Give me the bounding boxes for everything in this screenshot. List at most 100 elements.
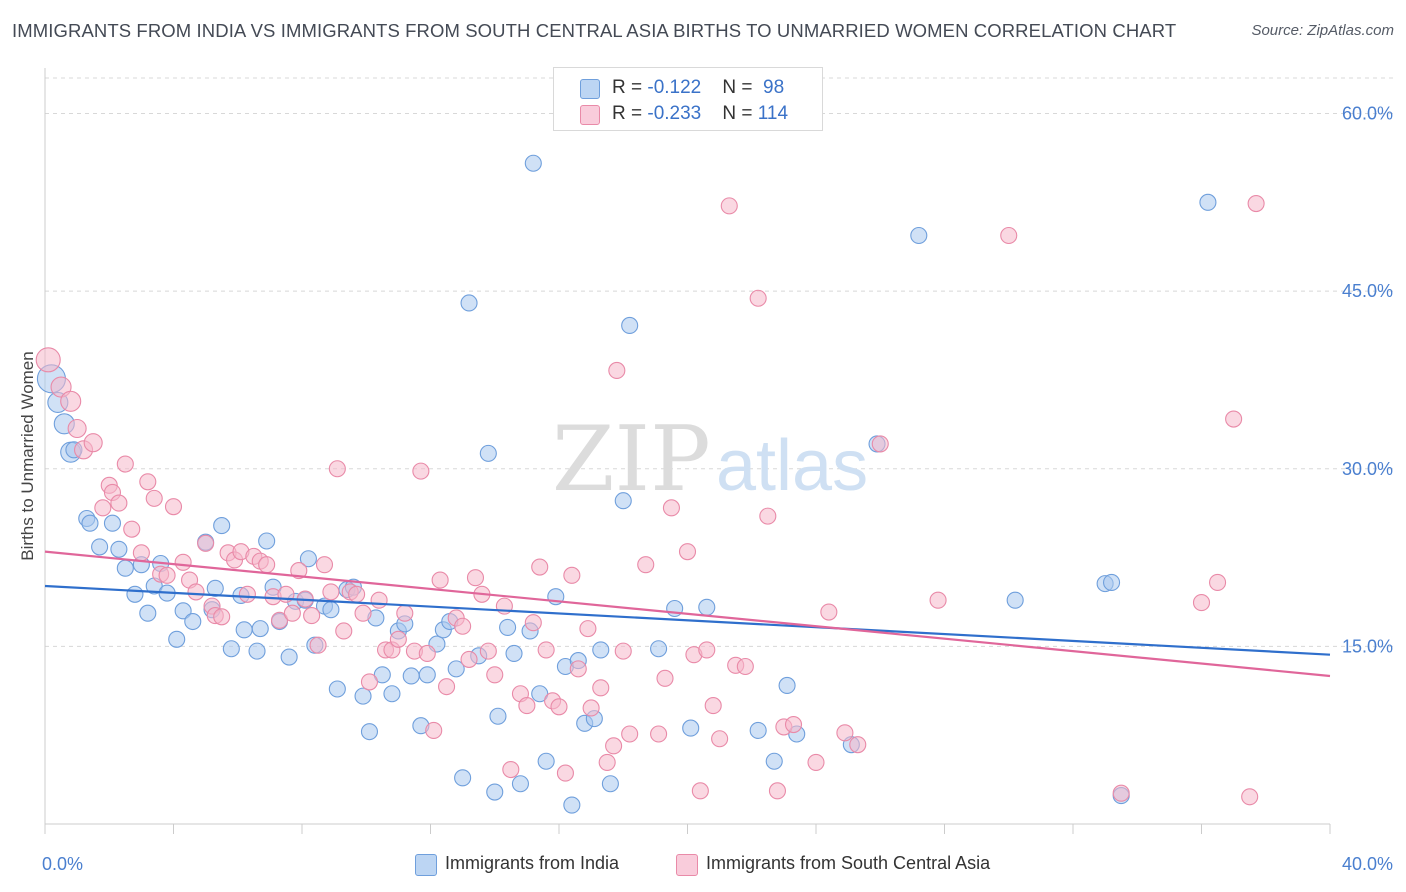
point-india-42 xyxy=(354,687,372,705)
point-sca-109 xyxy=(929,591,947,609)
point-sca-41 xyxy=(322,583,340,601)
point-sca-62 xyxy=(466,569,485,587)
point-sca-71 xyxy=(531,558,549,576)
point-india-66 xyxy=(524,154,542,172)
point-india-27 xyxy=(248,642,266,660)
chart-title: IMMIGRANTS FROM INDIA VS IMMIGRANTS FROM… xyxy=(12,20,1177,41)
point-sca-2 xyxy=(60,390,82,412)
point-india-26 xyxy=(235,621,253,639)
point-india-92 xyxy=(1103,573,1121,591)
point-sca-74 xyxy=(550,698,568,716)
point-sca-108 xyxy=(871,435,889,453)
point-india-59 xyxy=(479,444,497,462)
point-india-79 xyxy=(650,640,668,658)
point-sca-43 xyxy=(335,622,353,640)
point-sca-58 xyxy=(438,678,456,696)
bottom-label-india: Immigrants from India xyxy=(445,853,620,873)
trend-line-india xyxy=(44,584,1331,656)
y-axis-label: Births to Unmarried Women xyxy=(18,351,37,560)
point-sca-78 xyxy=(579,620,597,638)
point-india-49 xyxy=(402,667,420,685)
watermark: ZIP atlas xyxy=(552,407,868,512)
watermark-zip: ZIP xyxy=(552,407,711,512)
point-sca-99 xyxy=(749,289,767,307)
legend-swatch-india xyxy=(580,79,600,99)
point-sca-16 xyxy=(158,566,176,584)
point-india-13 xyxy=(139,604,157,622)
point-sca-31 xyxy=(258,556,276,574)
point-india-7 xyxy=(91,538,109,556)
point-india-22 xyxy=(206,579,224,597)
point-india-81 xyxy=(682,719,700,737)
legend-text-sca: R = -0.233 N = 114 xyxy=(612,103,789,124)
point-sca-20 xyxy=(187,583,205,601)
point-india-38 xyxy=(322,601,340,619)
point-sca-24 xyxy=(213,608,231,626)
point-sca-98 xyxy=(736,657,754,676)
y-tick-label-1: 30.0% xyxy=(1342,459,1393,479)
point-india-10 xyxy=(116,559,134,577)
point-sca-46 xyxy=(354,604,372,622)
point-sca-65 xyxy=(486,666,504,684)
point-sca-113 xyxy=(1209,573,1227,591)
point-sca-18 xyxy=(174,553,192,571)
y-tick-label-0: 15.0% xyxy=(1342,636,1393,656)
point-sca-40 xyxy=(315,556,334,574)
point-sca-100 xyxy=(759,507,777,525)
point-india-62 xyxy=(499,618,517,636)
point-india-76 xyxy=(601,775,619,793)
point-sca-84 xyxy=(614,642,632,660)
point-sca-28 xyxy=(238,585,256,603)
point-sca-61 xyxy=(460,650,478,668)
x-tick-label-max: 40.0% xyxy=(1342,854,1393,874)
bottom-label-sca: Immigrants from South Central Asia xyxy=(706,853,991,873)
point-sca-33 xyxy=(270,611,289,629)
source-credit: Source: ZipAtlas.com xyxy=(1251,22,1394,39)
point-sca-81 xyxy=(598,753,616,771)
point-sca-105 xyxy=(820,603,838,621)
bottom-legend: Immigrants from India Immigrants from So… xyxy=(0,852,1406,878)
point-india-75 xyxy=(592,641,610,659)
point-india-43 xyxy=(360,723,379,741)
point-india-90 xyxy=(1006,591,1024,609)
point-india-78 xyxy=(621,316,639,335)
point-sca-12 xyxy=(132,544,150,562)
series-sca-points xyxy=(35,194,1265,806)
point-india-85 xyxy=(778,676,796,695)
point-sca-45 xyxy=(348,585,366,603)
point-sca-85 xyxy=(621,725,639,743)
point-sca-3 xyxy=(67,418,87,439)
bottom-swatch-india xyxy=(415,854,437,876)
x-tick-label-min: 0.0% xyxy=(42,854,83,874)
point-sca-5 xyxy=(83,433,103,453)
point-india-57 xyxy=(460,294,478,312)
point-sca-89 xyxy=(662,499,680,517)
point-sca-92 xyxy=(691,782,709,800)
point-india-28 xyxy=(251,620,269,638)
point-sca-96 xyxy=(720,197,738,215)
point-sca-110 xyxy=(1000,226,1018,245)
point-sca-13 xyxy=(139,473,157,491)
point-sca-51 xyxy=(389,630,407,648)
point-sca-88 xyxy=(656,669,674,687)
point-sca-17 xyxy=(164,498,183,516)
point-sca-106 xyxy=(836,724,854,742)
point-sca-72 xyxy=(537,641,555,659)
point-sca-64 xyxy=(479,642,497,660)
point-sca-21 xyxy=(197,534,215,552)
legend-swatch-sca xyxy=(580,105,600,125)
point-india-23 xyxy=(213,517,231,535)
point-sca-60 xyxy=(454,617,472,635)
point-sca-103 xyxy=(784,715,803,734)
point-india-56 xyxy=(454,769,472,787)
point-sca-107 xyxy=(849,736,867,754)
point-sca-94 xyxy=(704,697,722,715)
point-india-64 xyxy=(511,775,530,793)
point-sca-38 xyxy=(303,607,321,625)
watermark-atlas: atlas xyxy=(716,426,868,506)
point-sca-36 xyxy=(290,562,308,580)
point-india-46 xyxy=(383,685,401,703)
point-sca-115 xyxy=(1241,788,1259,806)
point-india-94 xyxy=(1199,193,1217,211)
